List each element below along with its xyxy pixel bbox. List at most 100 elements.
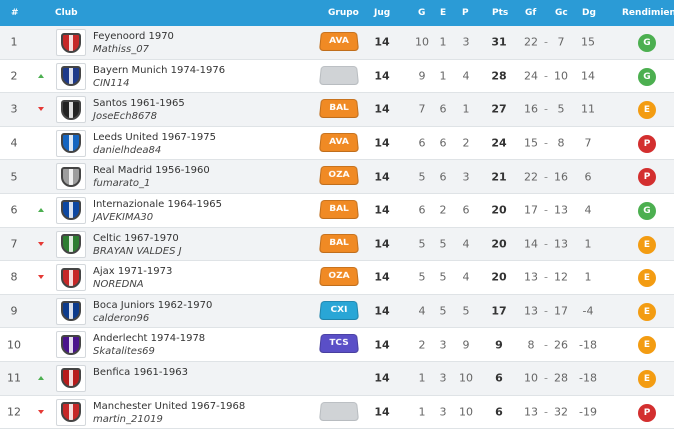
goals-against: 7 (557, 35, 565, 49)
club-info: Bayern Munich 1974-1976 CIN114 (93, 64, 225, 90)
manager-name[interactable]: fumarato_1 (93, 178, 151, 190)
goals-for: 10 (524, 371, 538, 385)
performance-badge[interactable]: P (638, 403, 656, 422)
played: 14 (374, 170, 390, 184)
club-crest[interactable] (56, 163, 86, 191)
club-crest[interactable] (56, 230, 86, 258)
performance-badge[interactable]: E (638, 302, 656, 321)
group-badge[interactable]: AVA (318, 31, 360, 53)
club-crest[interactable] (56, 196, 86, 224)
position: 5 (10, 170, 18, 184)
goals-for: 17 (524, 203, 538, 217)
points: 20 (491, 203, 507, 217)
performance-badge[interactable]: P (638, 168, 656, 187)
club-crest[interactable] (56, 264, 86, 292)
club-name[interactable]: Anderlecht 1974-1978 (93, 333, 206, 345)
group-badge[interactable]: OZA (318, 165, 360, 187)
group-badge[interactable]: TCS (318, 333, 360, 355)
club-name[interactable]: Feyenoord 1970 (93, 31, 174, 42)
performance-badge[interactable]: E (638, 101, 656, 120)
goals-separator: - (544, 203, 548, 217)
group-badge[interactable] (318, 65, 360, 87)
header-rendimiento: Rendimiento (622, 8, 674, 18)
performance-label: E (643, 273, 651, 284)
group-badge[interactable]: OZA (318, 266, 360, 288)
table-row[interactable]: 12 Manchester United 1967-1968 martin_2101… (0, 395, 674, 430)
goal-difference: 1 (584, 270, 592, 284)
manager-name[interactable]: calderon96 (93, 312, 150, 324)
position: 4 (10, 136, 18, 150)
manager-name[interactable]: JAVEKIMA30 (93, 211, 154, 223)
club-info: Santos 1961-1965 JoseEch8678 (93, 97, 185, 123)
group-badge[interactable]: BAL (318, 233, 360, 255)
club-info: Celtic 1967-1970 BRAYAN VALDES J (93, 232, 182, 258)
group-badge[interactable] (318, 401, 360, 423)
performance-badge[interactable]: P (638, 134, 656, 153)
club-crest[interactable] (56, 331, 86, 359)
trend-down-icon (38, 241, 44, 246)
club-crest[interactable] (56, 129, 86, 157)
goals-separator: - (544, 170, 548, 184)
losses: 5 (462, 304, 470, 318)
manager-name[interactable]: BRAYAN VALDES J (93, 245, 182, 257)
shield-stripe (69, 135, 73, 152)
losses: 3 (462, 35, 470, 49)
table-row[interactable]: 4 Leeds United 1967-1975 danielhdea84 AVA 14… (0, 126, 674, 161)
club-crest[interactable] (56, 96, 86, 124)
goals-for: 15 (524, 136, 538, 150)
club-crest[interactable] (56, 29, 86, 56)
club-name[interactable]: Boca Juniors 1962-1970 (93, 299, 213, 311)
club-name[interactable]: Leeds United 1967-1975 (93, 131, 216, 143)
header-gc: Gc (555, 8, 568, 18)
group-label: TCS (318, 334, 360, 354)
manager-name[interactable]: NOREDNA (93, 279, 144, 291)
table-row[interactable]: 9 Boca Juniors 1962-1970 calderon96 CXI 14 4 5… (0, 294, 674, 329)
goals-for: 8 (527, 338, 535, 352)
club-crest[interactable] (56, 297, 86, 325)
manager-name[interactable]: Skatalites69 (93, 346, 155, 358)
table-row[interactable]: 8 Ajax 1971-1973 NOREDNA OZA 14 5 5 4 20 13-12 1 E (0, 261, 674, 295)
table-row[interactable]: 10 Anderlecht 1974-1978 Skatalites69 TCS 14 2… (0, 328, 674, 362)
performance-badge[interactable]: G (638, 201, 656, 220)
club-name[interactable]: Santos 1961-1965 (93, 98, 185, 110)
table-row[interactable]: 11 Benfica 1961-1963 14 1 3 10 6 10-28 -18 E (0, 361, 674, 396)
group-badge[interactable]: CXI (318, 300, 360, 322)
draws: 6 (439, 136, 447, 150)
table-row[interactable]: 1 Feyenoord 1970 Mathiss_07 AVA 14 10 1 3 31 22-7… (0, 26, 674, 60)
group-label: BAL (318, 233, 360, 253)
club-name[interactable]: Internazionale 1964-1965 (93, 198, 222, 210)
group-badge[interactable]: BAL (318, 199, 360, 221)
manager-name[interactable]: JoseEch8678 (93, 111, 158, 123)
table-row[interactable]: 7 Celtic 1967-1970 BRAYAN VALDES J BAL 14 5 5 4… (0, 227, 674, 262)
goal-difference: 7 (584, 136, 592, 150)
club-name[interactable]: Bayern Munich 1974-1976 (93, 64, 226, 76)
club-name[interactable]: Real Madrid 1956-1960 (93, 165, 210, 177)
club-crest[interactable] (56, 364, 86, 392)
club-name[interactable]: Celtic 1967-1970 (93, 232, 179, 244)
manager-name[interactable]: Mathiss_07 (93, 44, 149, 55)
performance-badge[interactable]: G (638, 34, 656, 52)
group-label: AVA (318, 132, 360, 152)
table-row[interactable]: 5 Real Madrid 1956-1960 fumarato_1 OZA 14 5 6 3… (0, 160, 674, 194)
wins: 5 (418, 270, 426, 284)
manager-name[interactable]: danielhdea84 (93, 144, 162, 156)
group-label: OZA (318, 166, 360, 186)
performance-badge[interactable]: E (638, 235, 656, 254)
group-badge[interactable]: AVA (318, 132, 360, 154)
performance-badge[interactable]: E (638, 369, 656, 388)
manager-name[interactable]: CIN114 (93, 77, 130, 89)
group-badge[interactable]: BAL (318, 98, 360, 120)
club-crest[interactable] (56, 398, 86, 426)
club-name[interactable]: Manchester United 1967-1968 (93, 400, 246, 412)
wins: 2 (418, 338, 426, 352)
table-row[interactable]: 3 Santos 1961-1965 JoseEch8678 BAL 14 7 6 1 27 16… (0, 93, 674, 127)
club-crest[interactable] (56, 62, 86, 90)
manager-name[interactable]: martin_21019 (93, 413, 163, 425)
table-row[interactable]: 6 Internazionale 1964-1965 JAVEKIMA30 BAL 14… (0, 193, 674, 228)
table-row[interactable]: 2 Bayern Munich 1974-1976 CIN114 14 9 1 4 28 24-… (0, 59, 674, 94)
performance-badge[interactable]: E (638, 336, 656, 355)
club-name[interactable]: Ajax 1971-1973 (93, 266, 173, 278)
club-name[interactable]: Benfica 1961-1963 (93, 366, 188, 378)
performance-badge[interactable]: E (638, 269, 656, 288)
performance-badge[interactable]: G (638, 67, 656, 86)
